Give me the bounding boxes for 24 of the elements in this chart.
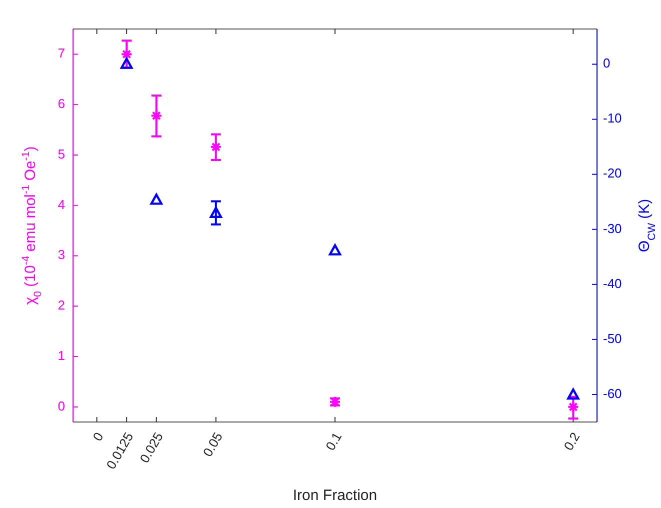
y-tick-label: 5 [58, 146, 65, 162]
y2-tick-label: -50 [603, 330, 622, 346]
point [150, 194, 162, 205]
y2-tick-label: -60 [603, 386, 622, 401]
y-tick-label: 6 [58, 96, 65, 112]
y-tick-label: 2 [58, 298, 65, 313]
y2-tick-label: -20 [603, 166, 622, 181]
point [328, 244, 342, 256]
y-tick-label: 1 [58, 348, 65, 363]
point [567, 388, 580, 400]
y2-tick-label: 0 [603, 56, 610, 71]
y2-tick-label: -10 [603, 110, 622, 126]
y2-tick-label: -40 [603, 276, 622, 291]
point [210, 206, 222, 218]
y2-tick-label: -30 [603, 220, 622, 236]
x-tick-label: 0.2 [560, 430, 583, 453]
y-tick-label: 0 [58, 398, 65, 414]
y-tick-label: 4 [58, 196, 65, 212]
y-tick-label: 7 [58, 46, 65, 61]
point [120, 58, 133, 69]
y-tick-label: 3 [58, 247, 65, 262]
x-tick-label: 0.1 [322, 430, 345, 453]
x-axis-title: Iron Fraction [292, 487, 378, 504]
x-tick-label: 0 [90, 430, 106, 444]
